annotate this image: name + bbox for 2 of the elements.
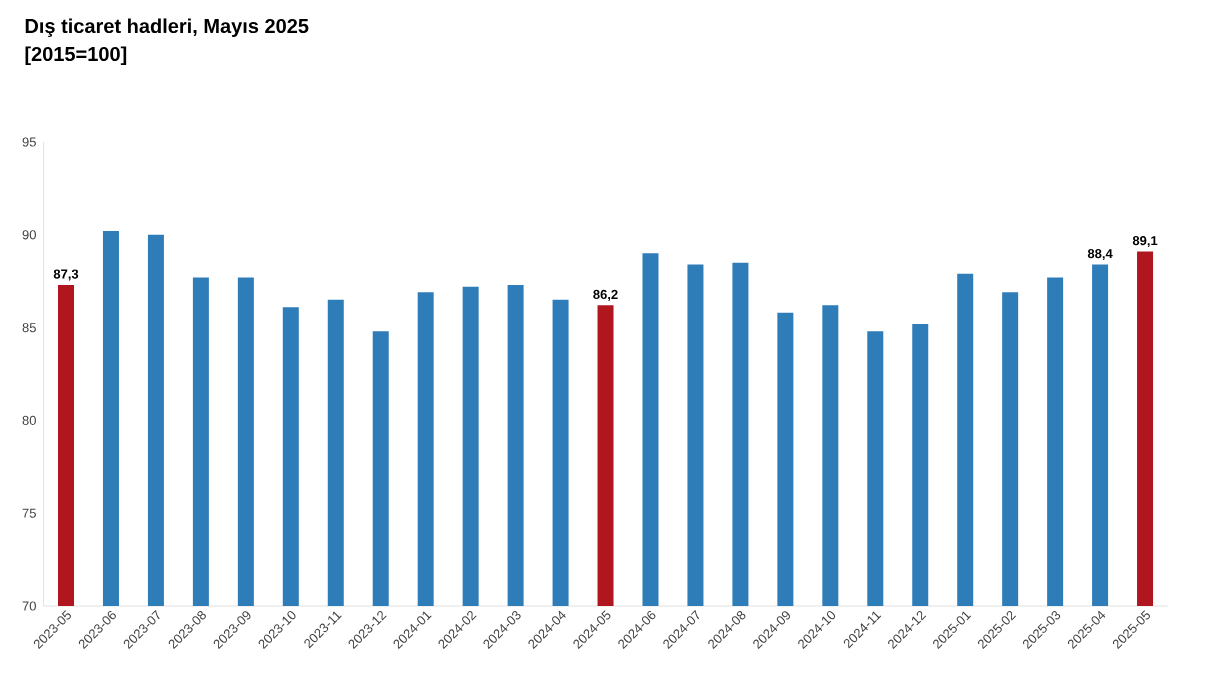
chart-title: Dış ticaret hadleri, Mayıs 2025: [25, 18, 309, 38]
chart-subtitle: [2015=100]: [25, 46, 127, 66]
